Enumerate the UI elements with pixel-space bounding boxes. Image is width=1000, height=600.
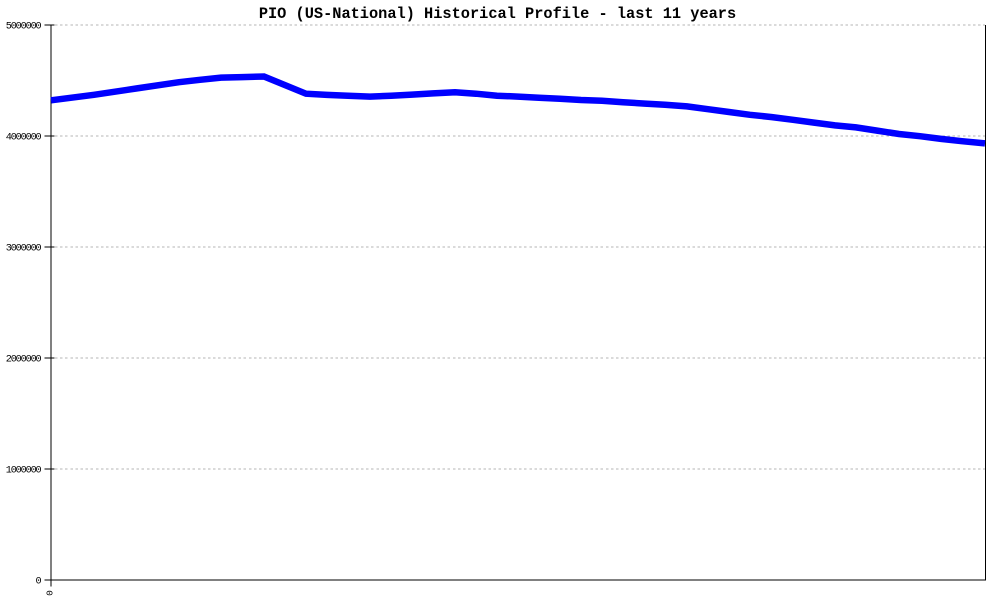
svg-text:PIO (US-National) Historical P: PIO (US-National) Historical Profile - l… [259,5,736,23]
svg-text:2000000: 2000000 [6,354,42,365]
svg-text:0: 0 [36,576,42,587]
svg-text:0: 0 [45,590,56,596]
svg-text:4000000: 4000000 [6,133,42,144]
svg-text:1000000: 1000000 [6,465,42,476]
svg-text:3000000: 3000000 [6,243,42,254]
svg-text:5000000: 5000000 [6,22,42,33]
